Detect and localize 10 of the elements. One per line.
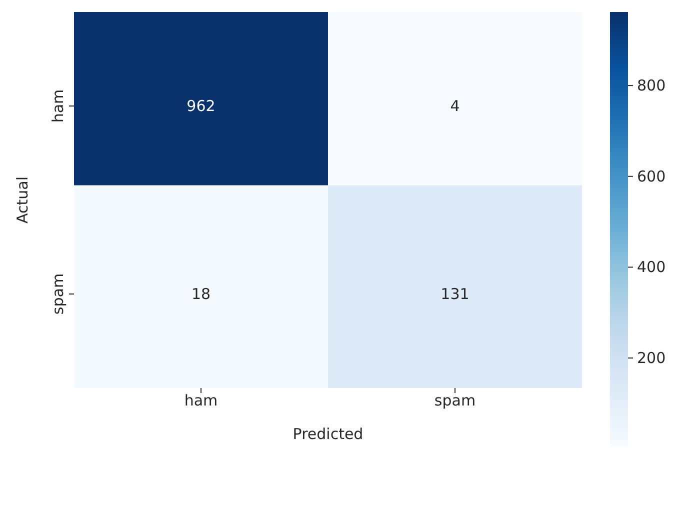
- color-bar-label: 200: [637, 349, 666, 367]
- data-label: 4: [450, 97, 460, 115]
- color-bar-label: 800: [637, 76, 666, 95]
- data-label: 18: [191, 285, 211, 303]
- data-label: 962: [186, 97, 216, 115]
- y-axis-title: Actual: [13, 176, 32, 224]
- x-axis-title: Predicted: [292, 425, 364, 443]
- color-bar-label: 400: [637, 258, 666, 276]
- color-bar-label: 600: [637, 167, 666, 186]
- data-label: 131: [440, 285, 470, 303]
